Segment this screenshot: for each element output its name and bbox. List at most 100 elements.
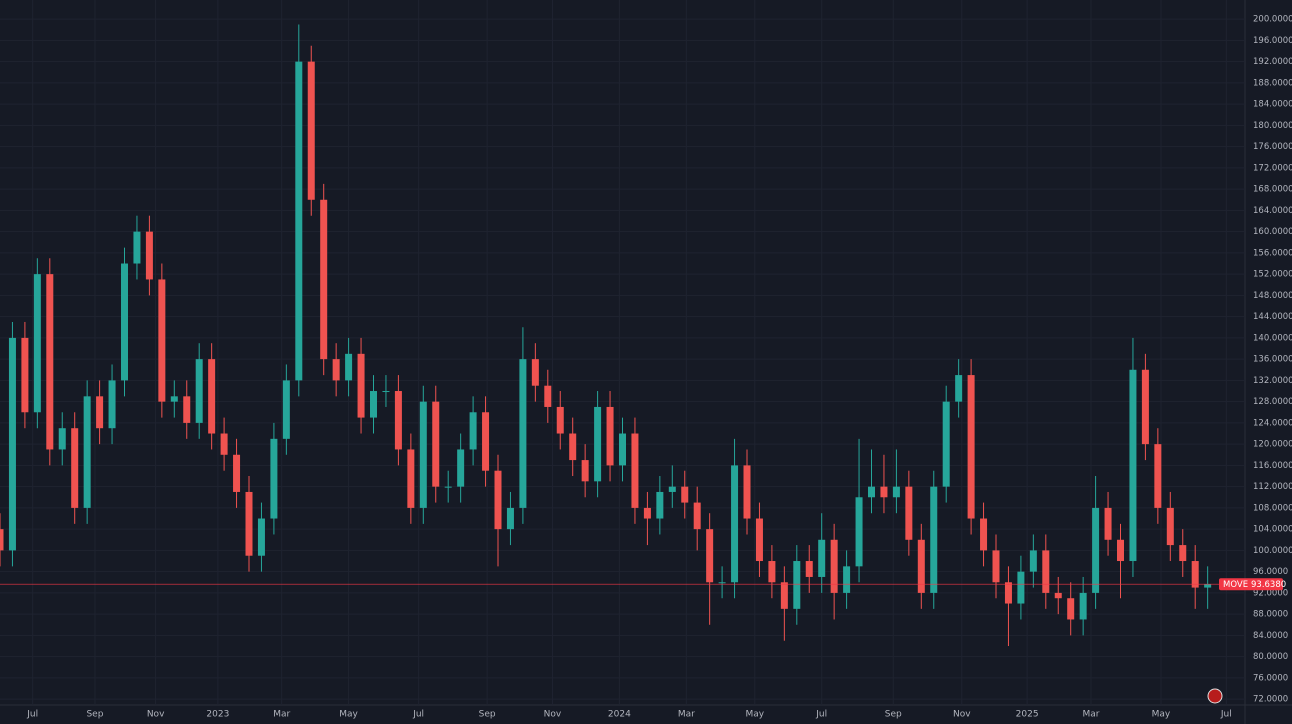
candle xyxy=(506,491,514,546)
candle xyxy=(718,566,726,599)
candle-body xyxy=(133,231,141,264)
candle-body xyxy=(843,566,851,593)
candle xyxy=(693,486,701,551)
candle-body xyxy=(8,337,16,551)
candle xyxy=(183,380,191,439)
candle xyxy=(444,470,452,503)
candle xyxy=(594,391,602,498)
y-tick-label: 76.0000 xyxy=(1253,673,1288,683)
candle xyxy=(643,491,651,546)
y-tick-label: 168.0000 xyxy=(1253,185,1292,195)
candle-body xyxy=(544,385,552,407)
y-tick-label: 188.0000 xyxy=(1253,78,1292,88)
candle xyxy=(494,454,502,567)
candle xyxy=(855,438,863,583)
candle xyxy=(71,412,79,524)
candle-body xyxy=(930,486,938,593)
candle xyxy=(743,449,751,535)
candle xyxy=(432,385,440,503)
y-tick-label: 112.0000 xyxy=(1253,482,1292,492)
candle xyxy=(768,545,776,599)
candle-body xyxy=(83,396,91,508)
flag-icon xyxy=(1207,688,1223,704)
candle-body xyxy=(1004,582,1012,604)
candle xyxy=(382,375,390,407)
candle-body xyxy=(270,438,278,519)
x-tick-label: Nov xyxy=(953,710,971,720)
candle xyxy=(158,263,166,418)
candle-body xyxy=(556,406,564,434)
candle xyxy=(1017,555,1025,620)
candle xyxy=(755,502,763,577)
candle xyxy=(233,438,241,508)
candle-body xyxy=(531,359,539,386)
candle-body xyxy=(818,539,826,577)
x-tick-label: Sep xyxy=(479,710,496,720)
candle-body xyxy=(257,518,265,556)
candle-body xyxy=(457,449,465,487)
candle xyxy=(1191,545,1199,609)
candle-body xyxy=(731,465,739,583)
y-tick-label: 84.0000 xyxy=(1253,631,1288,641)
candle-body xyxy=(419,401,427,508)
candle-body xyxy=(1079,592,1087,620)
candle-body xyxy=(394,391,402,450)
candle-body xyxy=(805,561,813,577)
candle xyxy=(357,337,365,434)
candle xyxy=(793,545,801,625)
candle-body xyxy=(656,491,664,519)
y-tick-label: 160.0000 xyxy=(1253,227,1292,237)
candle xyxy=(805,545,813,593)
candle-body xyxy=(1204,584,1212,588)
candle xyxy=(880,454,888,514)
y-tick-label: 124.0000 xyxy=(1253,418,1292,428)
candle-body xyxy=(71,428,79,508)
y-tick-label: 196.0000 xyxy=(1253,36,1292,46)
x-tick-label: Nov xyxy=(147,710,165,720)
candle-body xyxy=(1166,507,1174,546)
candle xyxy=(21,321,29,429)
y-tick-label: 136.0000 xyxy=(1253,355,1292,365)
x-tick-label: Mar xyxy=(678,710,695,720)
x-tick-label: Sep xyxy=(885,710,902,720)
candle-body xyxy=(233,454,241,492)
candle-body xyxy=(469,412,477,450)
candle-body xyxy=(743,465,751,519)
x-tick-label: Nov xyxy=(544,710,562,720)
y-tick-label: 172.0000 xyxy=(1253,163,1292,173)
x-tick-label: Mar xyxy=(273,710,290,720)
candle xyxy=(1104,491,1112,556)
y-tick-label: 128.0000 xyxy=(1253,397,1292,407)
candle xyxy=(1154,428,1162,524)
y-tick-label: 180.0000 xyxy=(1253,121,1292,131)
candle-body xyxy=(432,401,440,487)
candle-body xyxy=(1117,539,1124,562)
candle xyxy=(394,375,402,466)
candle xyxy=(170,380,178,418)
candle-body xyxy=(357,353,365,418)
candle-body xyxy=(793,561,801,609)
y-tick-label: 200.0000 xyxy=(1253,15,1292,25)
candle-body xyxy=(494,470,502,530)
y-tick-label: 96.0000 xyxy=(1253,567,1288,577)
y-tick-label: 192.0000 xyxy=(1253,57,1292,67)
candle xyxy=(868,449,875,514)
candle-body xyxy=(855,497,863,567)
candle xyxy=(706,513,714,625)
candle xyxy=(307,45,315,216)
candle-body xyxy=(96,396,104,429)
candle-body xyxy=(208,359,216,434)
candle-body xyxy=(145,231,153,280)
y-tick-label: 72.0000 xyxy=(1253,695,1288,705)
candle xyxy=(1004,566,1012,647)
candle-body xyxy=(108,380,116,429)
candle-body xyxy=(1017,571,1025,604)
candle xyxy=(295,24,303,397)
candle-body xyxy=(706,529,714,583)
candle xyxy=(121,247,128,397)
y-tick-label: 144.0000 xyxy=(1253,312,1292,322)
candle xyxy=(1054,576,1062,615)
x-tick-label: 2023 xyxy=(206,710,229,720)
candle-body xyxy=(370,391,377,418)
candle xyxy=(668,465,676,508)
